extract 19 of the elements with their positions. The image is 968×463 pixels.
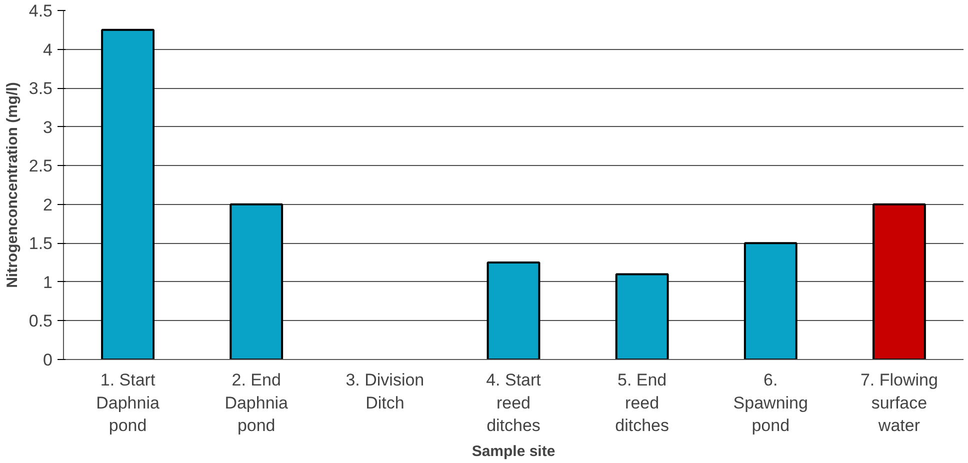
y-tick-label: 3.5: [28, 79, 53, 98]
y-tick-label: 2.5: [28, 156, 53, 176]
x-tick-label: 5. End reed ditches: [615, 370, 670, 436]
x-axis-title: Sample site: [472, 443, 556, 460]
y-tick-label: 0: [43, 350, 53, 370]
y-tick-label: 2: [43, 195, 53, 214]
y-axis-title: Nitrogenconcentration (mg/l): [4, 82, 21, 288]
y-tick-label: 1.5: [28, 234, 53, 254]
y-tick-label: 4.5: [28, 2, 53, 20]
x-tick-label: 1. Start Daphnia pond: [96, 370, 160, 436]
x-tick-label: 2. End Daphnia pond: [224, 370, 289, 436]
y-tick-label: 4: [43, 40, 53, 60]
y-tick-label: 3: [43, 118, 53, 137]
y-tick-label: 1: [43, 272, 53, 292]
x-tick-label: 7. Flowing surface water: [860, 370, 938, 436]
x-tick-label: 6. Spawning pond: [733, 370, 808, 436]
x-tick-label: 3. Division Ditch: [346, 370, 424, 412]
x-tick-label: 4. Start reed ditches: [486, 370, 542, 436]
y-tick-label: 0.5: [28, 312, 53, 331]
